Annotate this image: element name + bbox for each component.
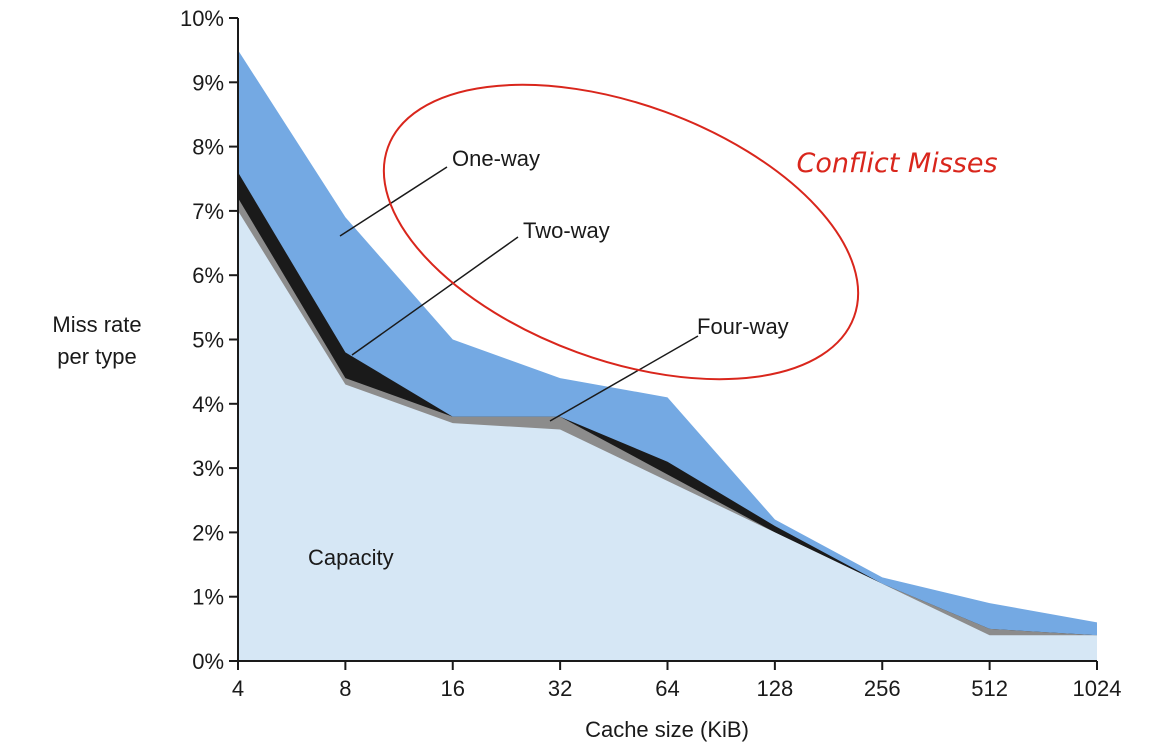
x-tick-label: 32 — [548, 676, 572, 701]
conflict-misses-ellipse — [382, 83, 860, 381]
x-tick-label: 128 — [757, 676, 794, 701]
x-tick-label: 64 — [655, 676, 679, 701]
two-way-leader-line — [351, 236, 519, 356]
four-way-leader-line — [549, 335, 699, 422]
conflict-misses-label: Conflict Misses — [796, 148, 997, 179]
area-layers — [238, 50, 1097, 662]
y-tick-label: 6% — [192, 263, 224, 288]
x-ticks: 4 8 16 32 64 128 256 512 1024 — [232, 661, 1122, 701]
x-tick-label: 16 — [441, 676, 465, 701]
x-tick-label: 512 — [971, 676, 1008, 701]
y-tick-label: 2% — [192, 520, 224, 545]
x-tick-label: 256 — [864, 676, 901, 701]
x-tick-label: 8 — [339, 676, 351, 701]
y-ticks: 0% 1% 2% 3% 4% 5% 6% 7% 8% 9% 10% — [180, 6, 238, 674]
area-capacity — [238, 210, 1097, 661]
y-tick-label: 10% — [180, 6, 224, 31]
annotations: One-way Two-way Four-way Capacity Confli… — [308, 83, 998, 570]
two-way-label: Two-way — [523, 218, 610, 243]
y-axis-title-line-1: Miss rate — [52, 312, 141, 337]
x-tick-label: 1024 — [1073, 676, 1122, 701]
x-axis-title: Cache size (KiB) — [585, 717, 749, 742]
y-tick-label: 8% — [192, 135, 224, 160]
y-tick-label: 5% — [192, 328, 224, 353]
y-tick-label: 4% — [192, 392, 224, 417]
y-tick-label: 9% — [192, 70, 224, 95]
y-tick-label: 0% — [192, 649, 224, 674]
y-tick-label: 1% — [192, 585, 224, 610]
y-tick-label: 3% — [192, 456, 224, 481]
y-axis-title-line-2: per type — [57, 344, 137, 369]
one-way-leader-line — [339, 166, 448, 237]
x-tick-label: 4 — [232, 676, 244, 701]
y-tick-label: 7% — [192, 199, 224, 224]
capacity-label: Capacity — [308, 545, 394, 570]
axes: 0% 1% 2% 3% 4% 5% 6% 7% 8% 9% 10% 4 8 16 32 64 128 256 51… — [180, 6, 1122, 701]
one-way-label: One-way — [452, 146, 540, 171]
four-way-label: Four-way — [697, 314, 789, 339]
